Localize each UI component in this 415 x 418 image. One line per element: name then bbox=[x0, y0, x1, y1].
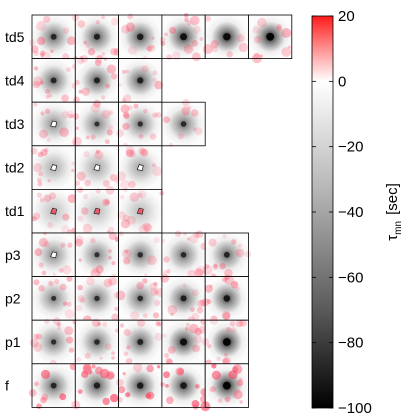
row-label-td4: td4 bbox=[5, 72, 25, 88]
panel-td4-1 bbox=[31, 58, 78, 103]
panel-td1-1 bbox=[31, 188, 77, 235]
panel-td1-3 bbox=[117, 188, 164, 235]
panel-td2-1 bbox=[30, 145, 76, 190]
colorbar-label-unit: [sec] bbox=[384, 183, 401, 215]
panel-td3-3 bbox=[116, 101, 163, 148]
panel-p3-2 bbox=[74, 231, 121, 279]
panel-td3-4 bbox=[161, 98, 206, 147]
panel-td5-5 bbox=[202, 14, 249, 59]
row-label-td1: td1 bbox=[5, 203, 25, 219]
panel-f-5 bbox=[200, 363, 249, 412]
colorbar-label: τmn [sec] bbox=[384, 183, 404, 241]
panel-f-3 bbox=[116, 362, 163, 408]
row-label-p2: p2 bbox=[5, 290, 21, 306]
panel-td5-6 bbox=[248, 14, 293, 64]
row-label-td5: td5 bbox=[5, 29, 25, 45]
colorbar: 20 0 −20 −40 −60 −80 −100 τmn [sec] bbox=[311, 8, 404, 417]
colorbar-tick-label: −100 bbox=[338, 400, 372, 417]
panel-f-4 bbox=[160, 363, 209, 410]
panel-td3-1 bbox=[31, 101, 78, 147]
panel-td5-3 bbox=[118, 13, 163, 61]
panel-p1-1 bbox=[30, 317, 78, 367]
row-label-p3: p3 bbox=[5, 247, 21, 263]
panel-p3-5 bbox=[202, 232, 252, 279]
panel-p1-3 bbox=[118, 318, 163, 365]
colorbar-tick-label: 0 bbox=[338, 73, 346, 90]
panel-p2-5 bbox=[202, 274, 249, 322]
panel-p2-1 bbox=[31, 275, 76, 321]
panel-td4-3 bbox=[118, 58, 163, 104]
colorbar-tick-label: −40 bbox=[338, 204, 363, 221]
row-label-p1: p1 bbox=[5, 334, 21, 350]
panel-p2-3 bbox=[115, 276, 166, 321]
panel-p3-1 bbox=[31, 231, 76, 277]
panel-p2-4 bbox=[160, 274, 207, 324]
row-label-td2: td2 bbox=[5, 160, 25, 176]
panel-td4-2 bbox=[73, 55, 120, 104]
colorbar-tick-label: 20 bbox=[338, 8, 355, 25]
panel-p3-4 bbox=[161, 230, 209, 279]
colorbar-tick-label: −80 bbox=[338, 335, 363, 352]
panel-td3-2 bbox=[72, 99, 120, 147]
colorbar-label-subscript: mn bbox=[393, 221, 404, 235]
panel-td5-4 bbox=[159, 12, 206, 62]
panel-f-1 bbox=[28, 363, 77, 410]
panel-p1-2 bbox=[74, 318, 120, 365]
row-label-f: f bbox=[5, 378, 9, 394]
panel-td5-2 bbox=[72, 13, 122, 63]
colorbar-tick-label: −60 bbox=[338, 269, 363, 286]
panel-p3-3 bbox=[118, 231, 163, 277]
panel-td1-2 bbox=[74, 186, 120, 234]
panel-td2-2 bbox=[74, 145, 120, 190]
panel-p2-2 bbox=[74, 276, 120, 325]
panel-grid: td5 td4 td3 td2 td1 p3 p2 p1 f bbox=[5, 12, 293, 412]
panel-td5-1 bbox=[28, 14, 76, 62]
panel-p1-4 bbox=[161, 318, 207, 366]
panel-td2-3 bbox=[116, 145, 163, 190]
panel-p1-5 bbox=[201, 315, 249, 366]
colorbar-tick-label: −20 bbox=[338, 139, 363, 156]
colorbar-label-symbol: τ bbox=[384, 235, 401, 241]
panel-f-2 bbox=[71, 363, 120, 410]
row-label-td3: td3 bbox=[5, 116, 25, 132]
